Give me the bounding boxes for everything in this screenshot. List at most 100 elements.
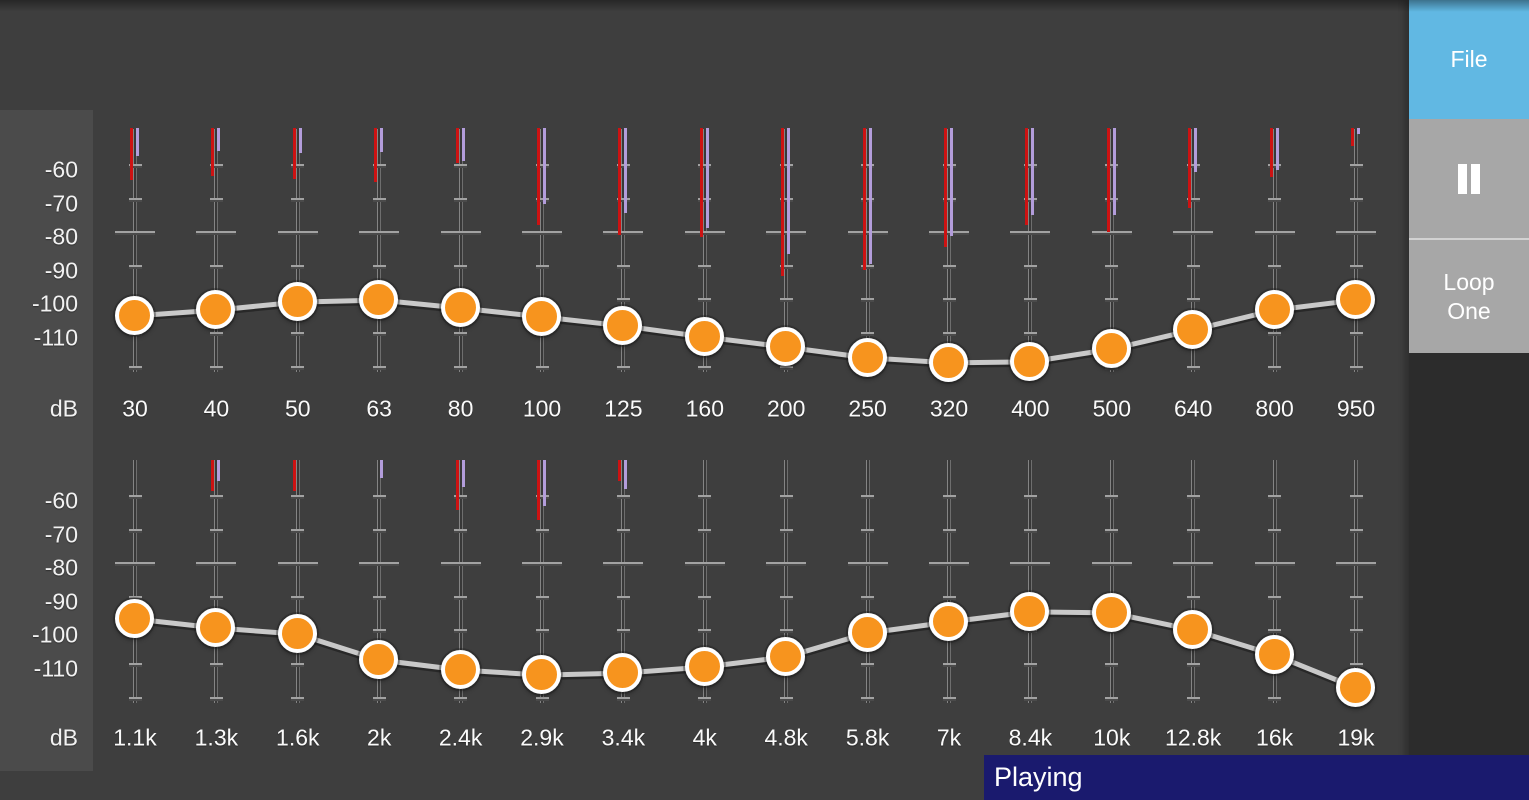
slider-track-8.4k[interactable] — [1028, 460, 1033, 703]
gain-knob-500[interactable] — [1091, 329, 1131, 369]
loop-one-button[interactable]: Loop One — [1409, 240, 1529, 353]
tick-mark — [942, 298, 956, 303]
tick-mark — [454, 595, 468, 600]
tick-mark — [779, 264, 793, 269]
gain-knob-1.6k[interactable] — [277, 614, 317, 654]
tick-mark — [209, 663, 223, 667]
tick-mark — [616, 495, 630, 499]
tick-mark — [1091, 562, 1132, 567]
slider-track-4k[interactable] — [702, 460, 707, 703]
slider-track-640[interactable] — [1191, 129, 1196, 372]
tick-mark — [1186, 663, 1200, 667]
tick-mark — [454, 365, 468, 370]
slider-track-40[interactable] — [214, 129, 219, 372]
slider-track-4.8k[interactable] — [784, 460, 789, 703]
file-button[interactable]: File — [1409, 0, 1529, 119]
gain-knob-7k[interactable] — [929, 601, 968, 641]
slider-track-250[interactable] — [865, 129, 870, 372]
gain-knob-950[interactable] — [1336, 280, 1375, 320]
gain-knob-12.8k[interactable] — [1173, 610, 1213, 650]
gain-knob-1.1k[interactable] — [115, 598, 154, 638]
tick-mark — [291, 595, 305, 600]
slider-track-100[interactable] — [540, 129, 544, 372]
tick-mark — [359, 562, 400, 567]
slider-track-1.6k[interactable] — [295, 460, 300, 703]
slider-track-1.1k[interactable] — [133, 460, 137, 703]
tick-mark — [698, 696, 712, 701]
freq-label-200: 200 — [767, 395, 806, 422]
gain-knob-40[interactable] — [196, 290, 236, 330]
slider-track-50[interactable] — [295, 129, 300, 372]
tick-mark — [942, 197, 956, 202]
tick-mark — [698, 595, 712, 600]
gain-knob-2k[interactable] — [359, 639, 399, 679]
slider-track-19k[interactable] — [1354, 460, 1358, 703]
slider-track-2k[interactable] — [377, 460, 382, 703]
tick-mark — [209, 365, 223, 370]
slider-track-10k[interactable] — [1109, 460, 1114, 703]
gain-knob-2.9k[interactable] — [522, 655, 561, 695]
gain-knob-8.4k[interactable] — [1010, 591, 1050, 631]
gain-knob-4.8k[interactable] — [766, 636, 806, 676]
tick-mark — [372, 197, 386, 202]
gain-knob-2.4k[interactable] — [440, 650, 480, 690]
slider-track-800[interactable] — [1272, 129, 1277, 372]
slider-track-30[interactable] — [133, 129, 137, 372]
tick-mark — [1173, 562, 1214, 567]
slider-track-160[interactable] — [702, 129, 707, 372]
freq-label-3.4k: 3.4k — [601, 724, 646, 751]
tick-mark — [1186, 495, 1200, 499]
gain-knob-80[interactable] — [440, 288, 480, 328]
db-axis-label--100: -100 — [31, 290, 78, 317]
gain-knob-3.4k[interactable] — [603, 653, 643, 693]
gain-knob-4k[interactable] — [684, 647, 724, 687]
freq-label-8.4k: 8.4k — [1008, 724, 1053, 751]
gain-knob-1.3k[interactable] — [196, 608, 236, 648]
gain-knob-63[interactable] — [359, 280, 399, 320]
slider-track-16k[interactable] — [1272, 460, 1277, 703]
freq-label-250: 250 — [848, 395, 887, 422]
gain-knob-5.8k[interactable] — [847, 613, 887, 653]
slider-track-2.9k[interactable] — [540, 460, 544, 703]
gain-knob-400[interactable] — [1010, 341, 1050, 381]
slider-track-200[interactable] — [784, 129, 789, 372]
gain-knob-800[interactable] — [1254, 290, 1294, 330]
gain-knob-10k[interactable] — [1091, 592, 1131, 632]
gain-knob-125[interactable] — [603, 305, 643, 345]
tick-mark — [1105, 197, 1119, 202]
gain-knob-250[interactable] — [847, 337, 887, 377]
gain-knob-160[interactable] — [684, 317, 724, 357]
tick-mark — [128, 365, 142, 370]
slider-track-2.4k[interactable] — [458, 460, 463, 703]
slider-track-5.8k[interactable] — [865, 460, 870, 703]
slider-track-1.3k[interactable] — [214, 460, 219, 703]
tick-mark — [535, 197, 549, 202]
slider-track-12.8k[interactable] — [1191, 460, 1196, 703]
slider-track-63[interactable] — [377, 129, 382, 372]
slider-track-950[interactable] — [1354, 129, 1358, 372]
freq-label-16k: 16k — [1256, 724, 1294, 751]
gain-knob-200[interactable] — [766, 327, 806, 367]
slider-track-400[interactable] — [1028, 129, 1033, 372]
tick-mark — [1268, 495, 1282, 499]
gain-knob-640[interactable] — [1173, 309, 1213, 349]
slider-track-320[interactable] — [947, 129, 951, 372]
slider-track-500[interactable] — [1109, 129, 1114, 372]
tick-mark — [1105, 696, 1119, 701]
level-meter-purple-63 — [380, 128, 384, 152]
gain-knob-16k[interactable] — [1254, 634, 1294, 674]
gain-knob-19k[interactable] — [1336, 667, 1375, 707]
slider-track-125[interactable] — [621, 129, 626, 372]
tick-mark — [1091, 231, 1132, 236]
gain-knob-100[interactable] — [522, 296, 561, 336]
pause-button[interactable] — [1409, 119, 1529, 238]
gain-knob-320[interactable] — [929, 342, 968, 382]
slider-track-80[interactable] — [458, 129, 463, 372]
tick-mark — [1268, 528, 1282, 533]
slider-track-7k[interactable] — [947, 460, 951, 703]
gain-knob-50[interactable] — [277, 282, 317, 322]
tick-mark — [684, 562, 725, 567]
tick-mark — [359, 231, 400, 236]
slider-track-3.4k[interactable] — [621, 460, 626, 703]
gain-knob-30[interactable] — [115, 295, 154, 335]
